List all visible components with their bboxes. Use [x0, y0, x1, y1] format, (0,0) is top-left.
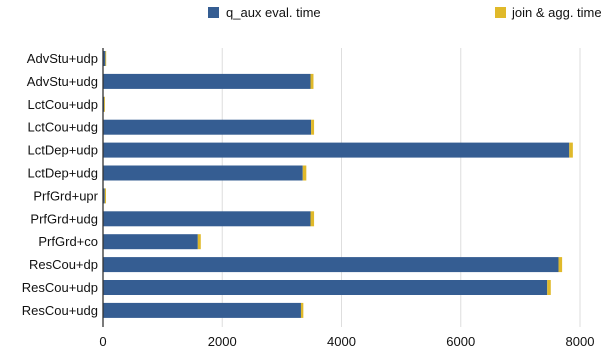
bars [103, 51, 573, 318]
category-label: ResCou+dp [29, 257, 98, 272]
category-label: AdvStu+udg [27, 74, 98, 89]
bar-segment-eval [103, 302, 301, 318]
category-label: PrfGrd+upr [33, 188, 98, 203]
category-label: AdvStu+udp [27, 51, 98, 66]
bar-segment-join [302, 165, 307, 181]
bar-segment-join [104, 188, 106, 204]
bar-segment-eval [103, 51, 106, 66]
x-tick-label: 6000 [446, 334, 475, 349]
bar-segment-eval [103, 188, 105, 204]
bar-segment-join [310, 211, 315, 227]
legend: q_aux eval. time join & agg. time [208, 5, 602, 20]
legend-swatch [495, 7, 506, 18]
bar-segment-eval [103, 234, 198, 250]
category-label: LctDep+udp [28, 143, 98, 158]
category-label: ResCou+udp [22, 280, 98, 295]
bar-segment-join [310, 73, 314, 89]
bar-segment-eval [103, 73, 311, 89]
category-label: ResCou+udg [22, 303, 98, 318]
category-label: PrfGrd+udg [30, 211, 98, 226]
bar-segment-join [197, 234, 201, 250]
category-label: PrfGrd+co [38, 234, 98, 249]
bar-segment-eval [103, 280, 548, 295]
bar-segment-eval [103, 142, 570, 158]
x-tick-label: 4000 [327, 334, 356, 349]
x-tick-label: 8000 [566, 334, 595, 349]
bar-segment-eval [103, 165, 303, 181]
legend-swatch [208, 7, 219, 18]
bar-segment-eval [103, 119, 312, 135]
bar-segment-join [547, 280, 551, 295]
bar-segment-join [558, 257, 563, 273]
category-label: LctCou+udg [28, 120, 98, 135]
legend-label: join & agg. time [511, 5, 602, 20]
x-tick-label: 2000 [208, 334, 237, 349]
axes: 0 2000 4000 6000 8000 AdvStu+udp AdvStu+udg Lct… [22, 48, 595, 349]
bar-segment-join [311, 119, 315, 135]
category-label: LctDep+udg [28, 166, 98, 181]
bar-segment-join [105, 51, 107, 66]
bar-segment-eval [103, 257, 559, 273]
bar-segment-join [569, 142, 573, 158]
category-label: LctCou+udp [28, 97, 98, 112]
bar-segment-join [104, 96, 105, 112]
bar-segment-join [300, 302, 304, 318]
legend-label: q_aux eval. time [226, 5, 321, 20]
bar-segment-eval [103, 211, 311, 227]
x-tick-label: 0 [99, 334, 106, 349]
